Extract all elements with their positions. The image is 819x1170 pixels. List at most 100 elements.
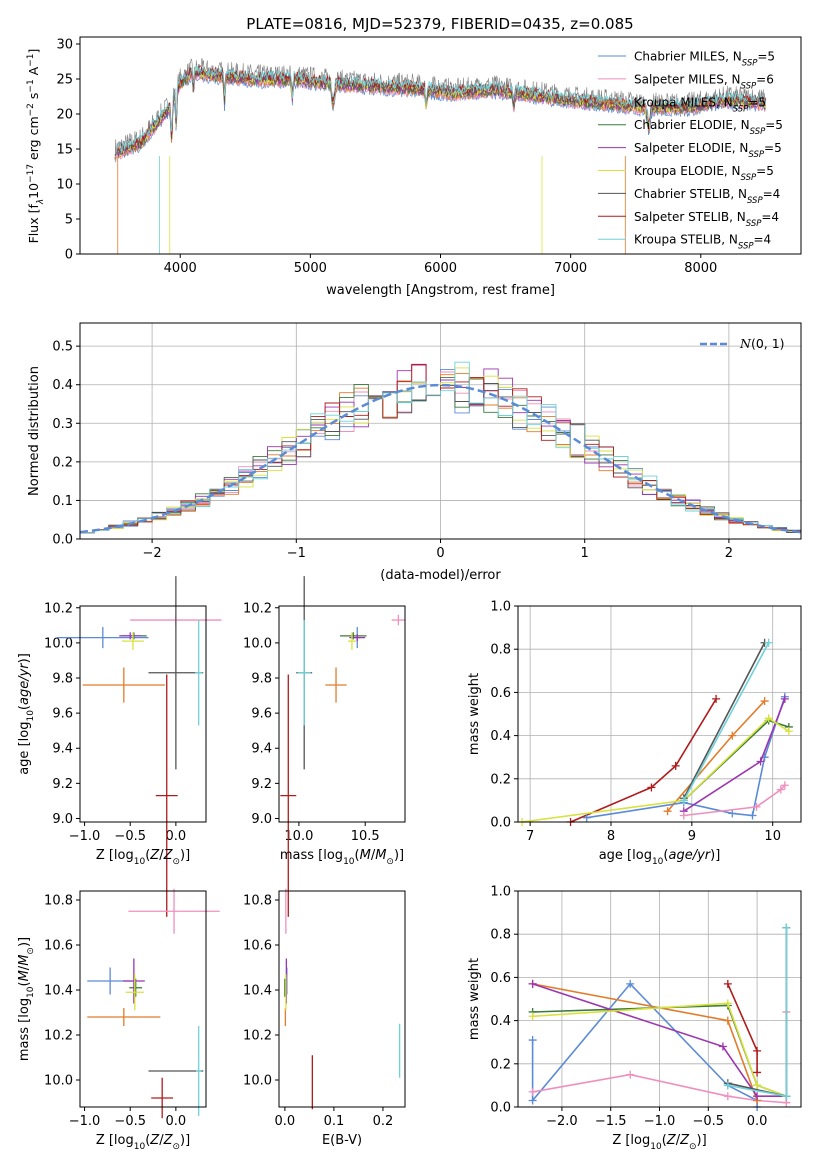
y-tick-label: 0.4 [52, 378, 73, 393]
legend-label-count: =4 [763, 187, 781, 201]
weight-point-marker [528, 1087, 537, 1096]
y-tick-label: 10.2 [44, 601, 73, 616]
y-tick-label: 10.4 [243, 984, 272, 999]
legend-label-subscript: SSP [733, 104, 749, 114]
y-tick-label: 0.0 [52, 533, 73, 548]
x-tick-label: 7000 [554, 261, 587, 276]
x-tick-label: −1 [287, 546, 306, 561]
legend-label-name: Kroupa ELODIE, N [634, 164, 741, 178]
y-tick-label: 1.0 [490, 885, 511, 900]
y-tick-label: 0.3 [52, 417, 73, 432]
x-tick-label: 5000 [294, 261, 327, 276]
x-tick-label: 0.0 [166, 1114, 187, 1129]
y-tick-label: 9.2 [251, 777, 272, 792]
y-tick-label: 9.8 [52, 672, 73, 687]
x-tick-label: −0.5 [114, 829, 146, 844]
axes-frame [79, 322, 802, 540]
y-axis-label-part: / [17, 965, 32, 970]
x-axis-label-part: 10 [652, 857, 664, 867]
weight-point-marker [753, 1081, 762, 1090]
x-tick-label: −1.0 [69, 829, 101, 844]
x-axis-label-part: )] [697, 1133, 707, 1148]
legend-label-count: =5 [757, 50, 775, 64]
x-tick-label: 8 [607, 829, 615, 844]
x-axis-label: Z [log10(Z/Z⊙)] [612, 1133, 706, 1152]
legend-label-count: =6 [756, 72, 774, 86]
x-axis-label: wavelength [Angstrom, rest frame] [326, 283, 555, 298]
y-tick-label: 0.4 [490, 1014, 511, 1029]
y-axis-label-part: −17 [26, 164, 36, 183]
legend-label-count: =5 [748, 95, 766, 109]
y-axis-label-part: ⊙ [26, 947, 36, 955]
axes-frame [517, 890, 802, 1108]
weight-point-marker [784, 727, 793, 736]
y-tick-label: 9.4 [52, 742, 73, 757]
y-axis-label: mass weight [467, 958, 482, 1040]
y-tick-label: 0.1 [52, 494, 73, 509]
weight-point-marker [752, 802, 761, 811]
y-tick-label: 10.4 [44, 984, 73, 999]
weight-point-marker [782, 923, 791, 932]
weight-point-marker [679, 796, 688, 805]
y-tick-label: 1.0 [490, 600, 511, 615]
x-axis-label: Z [log10(Z/Z⊙)] [96, 1133, 190, 1152]
x-axis-label-part: ( [662, 1133, 667, 1148]
legend-label-count: =4 [754, 233, 772, 247]
y-axis-label: mass weight [467, 673, 482, 755]
y-axis-label-part: −1 [26, 54, 36, 67]
weight-point-marker [748, 811, 757, 820]
legend-label-name: Salpeter ELODIE, N [634, 141, 748, 155]
legend-label-subscript: SSP [747, 196, 763, 206]
x-axis-label-part: Z [log [612, 1133, 650, 1148]
y-tick-label: 9.0 [52, 812, 73, 827]
weight-point-marker [528, 1096, 537, 1105]
x-axis-label: Z [log10(Z/Z⊙)] [96, 848, 190, 867]
legend-label: Kroupa STELIB, NSSP=4 [634, 233, 771, 252]
x-axis-label-part: ( [145, 1133, 150, 1148]
axes-frame [79, 605, 207, 823]
y-tick-label: 9.4 [251, 742, 272, 757]
spectrum-panel: 4000 5000 6000 7000 8000 0 5 10 15 20 25 30 waveleng… [26, 36, 802, 298]
legend-label-subscript: SSP [746, 219, 762, 229]
y-tick-label: 10.0 [243, 636, 272, 651]
weight-point-marker [626, 979, 635, 988]
y-tick-label: 10.0 [44, 1074, 73, 1089]
legend-label-subscript: SSP [738, 242, 754, 252]
weight-point-marker [753, 1068, 762, 1077]
y-axis-label-part: age/yr [17, 662, 32, 705]
normal-curve [80, 383, 801, 534]
x-axis-label-part: age/yr [668, 848, 711, 863]
x-axis-label-part: / [159, 1133, 164, 1148]
y-tick-label: 10.6 [243, 939, 272, 954]
y-tick-label: 10.8 [44, 894, 73, 909]
y-tick-label: 5 [65, 213, 73, 228]
x-axis-label-part: ⊙ [689, 1142, 697, 1152]
metallicity-mass-panel: −1.0 −0.5 0.010.010.210.410.610.8Z [log10(… [17, 888, 220, 1152]
weight-series-line [683, 642, 770, 801]
x-axis-label-part: Z [149, 848, 160, 863]
y-tick-label: 15 [56, 143, 73, 158]
legend-args: (0, 1) [751, 336, 785, 351]
x-tick-label: 10.5 [351, 829, 380, 844]
weight-point-marker [753, 1092, 762, 1101]
weight-point-marker [728, 809, 737, 818]
x-axis-label-part: 10 [650, 1142, 662, 1152]
y-tick-label: 20 [56, 108, 73, 123]
weight-point-marker [756, 757, 765, 766]
legend-label-name: Kroupa MILES, N [634, 95, 733, 109]
y-axis-label-part: )] [17, 937, 32, 947]
y-tick-label: 0.5 [52, 340, 73, 355]
x-tick-label: 4000 [164, 261, 197, 276]
x-axis-label-part: )] [710, 848, 720, 863]
mass-age-panel: 10.0 10.5 9.0 9.2 9.4 9.6 9.8 10.0 10.2 mass [log… [243, 576, 406, 917]
y-axis-label-part: M [17, 955, 32, 966]
legend-label-count: =5 [765, 118, 783, 132]
x-axis-label: mass [log10(M/M⊙)] [280, 848, 404, 867]
weight-point-marker [626, 1070, 635, 1079]
y-tick-label: 0.8 [490, 928, 511, 943]
legend-label: Salpeter ELODIE, NSSP=5 [634, 141, 782, 160]
y-axis-label-part: ( [17, 981, 32, 986]
y-axis-label-part: M [17, 970, 32, 981]
legend-label: Chabrier STELIB, NSSP=4 [634, 187, 780, 206]
